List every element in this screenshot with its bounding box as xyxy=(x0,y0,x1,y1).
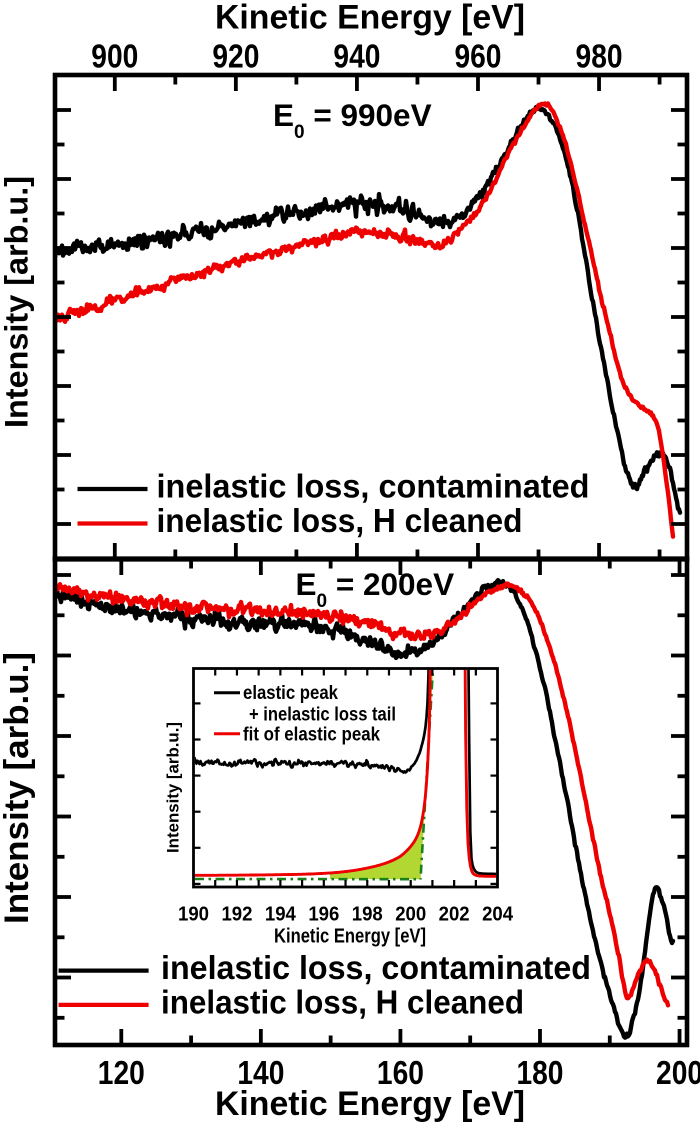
svg-text:inelastic loss, contaminated: inelastic loss, contaminated xyxy=(157,468,590,505)
svg-text:inelastic loss, contaminated: inelastic loss, contaminated xyxy=(161,949,591,986)
svg-text:192: 192 xyxy=(221,904,252,926)
svg-text:980: 980 xyxy=(576,38,623,75)
svg-text:elastic peak: elastic peak xyxy=(243,683,338,704)
svg-text:Intensity [arb.u.]: Intensity [arb.u.] xyxy=(0,176,35,428)
svg-text:204: 204 xyxy=(482,904,514,926)
svg-text:Intensity [arb.u.]: Intensity [arb.u.] xyxy=(164,722,183,853)
svg-text:Intensity [arb.u.]: Intensity [arb.u.] xyxy=(0,652,36,924)
svg-text:198: 198 xyxy=(352,904,383,926)
svg-text:140: 140 xyxy=(237,1054,284,1091)
svg-text:200: 200 xyxy=(656,1054,700,1091)
svg-text:940: 940 xyxy=(333,38,380,75)
svg-text:inelastic loss, H cleaned: inelastic loss, H cleaned xyxy=(157,502,523,539)
svg-text:200: 200 xyxy=(395,904,426,926)
svg-text:900: 900 xyxy=(91,38,138,75)
svg-text:160: 160 xyxy=(377,1054,424,1091)
svg-text:960: 960 xyxy=(454,38,501,75)
svg-text:Kinetic Energy [eV]: Kinetic Energy [eV] xyxy=(274,926,426,948)
svg-text:190: 190 xyxy=(178,904,209,926)
svg-text:inelastic loss, H cleaned: inelastic loss, H cleaned xyxy=(161,984,524,1021)
svg-text:Kinetic Energy [eV]: Kinetic Energy [eV] xyxy=(215,0,525,37)
svg-text:920: 920 xyxy=(212,38,259,75)
svg-text:196: 196 xyxy=(308,904,339,926)
svg-text:Kinetic Energy [eV]: Kinetic Energy [eV] xyxy=(215,1085,525,1123)
svg-text:fit of elastic peak: fit of elastic peak xyxy=(243,725,380,746)
svg-text:202: 202 xyxy=(439,904,470,926)
svg-text:+ inelastic loss tail: + inelastic loss tail xyxy=(249,704,396,725)
svg-text:120: 120 xyxy=(98,1054,145,1091)
svg-text:194: 194 xyxy=(265,904,297,926)
svg-text:180: 180 xyxy=(516,1054,563,1091)
